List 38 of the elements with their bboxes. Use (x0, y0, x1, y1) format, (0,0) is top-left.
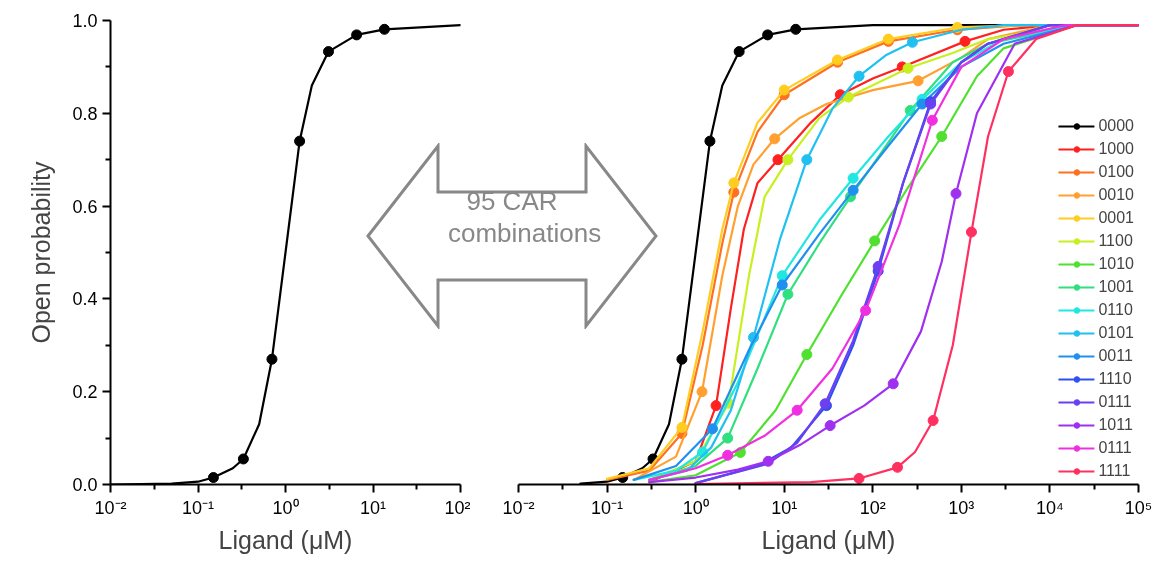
x-tick-label: 10² (859, 497, 886, 518)
x-tick-label: 10² (444, 497, 471, 518)
legend-label: 1100 (1098, 232, 1133, 250)
y-axis-title: Open probability (27, 160, 56, 344)
legend-label: 1111 (1098, 462, 1131, 480)
x-tick-label: 10⁻¹ (181, 497, 215, 518)
x-tick-label: 10¹ (771, 497, 798, 518)
legend-label: 1110 (1098, 370, 1132, 388)
legend-label: 1001 (1098, 278, 1134, 296)
x-tick-label: 10⁻² (94, 497, 127, 518)
x-tick-label: 10¹ (359, 497, 387, 518)
y-tick-label: 0.2 (72, 382, 98, 403)
x-tick-label: 10⁰ (272, 497, 299, 518)
legend-label: 0001 (1098, 209, 1134, 227)
legend-label: 0010 (1098, 186, 1134, 204)
x-axis-title: Ligand (μM) (761, 525, 896, 554)
y-tick-label: 0.0 (72, 475, 98, 495)
x-tick-label: 10⁻² (502, 497, 535, 518)
x-tick-label: 10³ (948, 497, 975, 518)
y-tick-label: 0.4 (72, 289, 98, 310)
legend-label: 0011 (1098, 347, 1133, 365)
y-tick-label: 0.8 (72, 103, 98, 124)
x-tick-label: 10⁵ (1124, 497, 1153, 518)
y-tick-label: 1.0 (72, 11, 98, 31)
x-tick-label: 10⁻¹ (591, 497, 624, 518)
legend-label: 1010 (1098, 255, 1134, 273)
legend-label: 0101 (1098, 324, 1134, 342)
x-tick-label: 10⁰ (682, 497, 709, 518)
x-axis-title: Ligand (μM) (218, 525, 353, 554)
legend-label: 0000 (1098, 117, 1134, 135)
legend-label: 1011 (1098, 416, 1133, 434)
legend-label: 0110 (1098, 301, 1133, 319)
x-tick-label: 10⁴ (1036, 497, 1064, 518)
legend-label: 0111 (1098, 393, 1132, 411)
legend-label: 0111 (1098, 439, 1132, 457)
legend-label: 0100 (1098, 163, 1134, 181)
legend-label: 1000 (1098, 140, 1134, 158)
y-tick-label: 0.6 (72, 196, 98, 217)
